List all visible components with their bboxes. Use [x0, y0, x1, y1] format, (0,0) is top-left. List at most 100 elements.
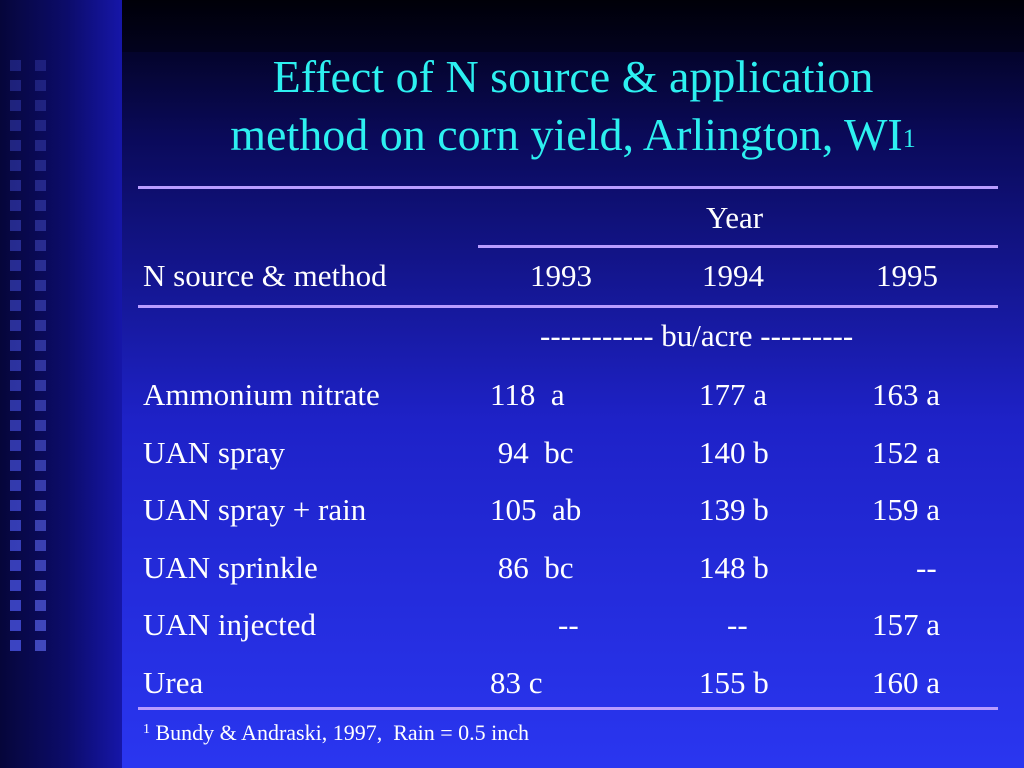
year-1993-header: 1993 [530, 258, 592, 293]
decorative-square [10, 140, 21, 151]
decorative-square [35, 580, 46, 591]
cell-1993: 83 c [490, 664, 543, 700]
decorative-square [35, 160, 46, 171]
table-top-rule [138, 186, 998, 189]
decorative-square [35, 640, 46, 651]
decorative-square [10, 440, 21, 451]
cell-1994: 140 b [699, 434, 769, 470]
cell-1993: -- [558, 607, 579, 642]
decorative-square [10, 340, 21, 351]
decorative-square [35, 100, 46, 111]
decorative-square [35, 340, 46, 351]
decorative-square [35, 200, 46, 211]
decorative-square [10, 220, 21, 231]
decorative-square [10, 120, 21, 131]
slide-title: Effect of N source & application method … [122, 48, 1024, 164]
decorative-square [35, 500, 46, 511]
decorative-square [35, 180, 46, 191]
decorative-square [10, 500, 21, 511]
decorative-square [35, 620, 46, 631]
decorative-square [10, 200, 21, 211]
row-label: UAN injected [143, 607, 317, 642]
decorative-square [10, 160, 21, 171]
decorative-square [35, 280, 46, 291]
cell-1993: 105 ab [490, 492, 582, 527]
decorative-square [10, 380, 21, 391]
cell-1995: 152 a [872, 434, 941, 470]
decorative-square [10, 460, 21, 471]
decorative-square [10, 420, 21, 431]
decorative-square [10, 180, 21, 191]
row-header: N source & method [143, 258, 387, 293]
year-1995-header: 1995 [876, 258, 938, 293]
decorative-square [35, 240, 46, 251]
cell-1995: 159 a [872, 492, 941, 527]
cell-1994: -- [727, 607, 748, 642]
row-label: Urea [143, 664, 204, 700]
decorative-square [35, 140, 46, 151]
title-line-2-text: method on corn yield, Arlington, WI [230, 109, 903, 160]
decorative-square [10, 260, 21, 271]
decorative-square [35, 380, 46, 391]
decorative-square [10, 240, 21, 251]
decorative-square [35, 480, 46, 491]
decorative-square [10, 80, 21, 91]
row-label: Ammonium nitrate [143, 377, 380, 412]
year-header: Year [706, 200, 764, 235]
decorative-square [10, 60, 21, 71]
table-bottom-rule [138, 707, 998, 710]
decorative-square [35, 320, 46, 331]
decorative-square [10, 300, 21, 311]
row-label: UAN spray + rain [143, 492, 367, 527]
cell-1995: -- [916, 549, 937, 585]
decorative-square [35, 80, 46, 91]
row-label: UAN sprinkle [143, 549, 318, 585]
decorative-square [35, 300, 46, 311]
decorative-square [10, 560, 21, 571]
title-line-2: method on corn yield, Arlington, WI1 [122, 106, 1024, 164]
decorative-square [35, 260, 46, 271]
unit-label: ----------- bu/acre --------- [540, 318, 854, 353]
title-footnote-marker: 1 [902, 124, 916, 153]
decorative-square [10, 100, 21, 111]
decorative-square [35, 600, 46, 611]
cell-1993: 86 bc [490, 549, 574, 585]
decorative-square [35, 540, 46, 551]
year-underline-rule [478, 245, 998, 248]
top-band [122, 0, 1024, 52]
header-bottom-rule [138, 305, 998, 308]
title-line-1: Effect of N source & application [272, 51, 874, 102]
footnote: 1 Bundy & Andraski, 1997, Rain = 0.5 inc… [143, 720, 529, 746]
cell-1994: 148 b [699, 549, 769, 585]
decorative-square [35, 400, 46, 411]
cell-1994: 177 a [699, 377, 768, 412]
decorative-square [35, 360, 46, 371]
decorative-square [35, 440, 46, 451]
decorative-square [10, 580, 21, 591]
decorative-square [35, 120, 46, 131]
cell-1995: 160 a [872, 664, 941, 700]
decorative-square [35, 520, 46, 531]
footnote-marker: 1 [143, 722, 150, 737]
decorative-square [10, 480, 21, 491]
cell-1994: 155 b [699, 664, 769, 700]
row-label: UAN spray [143, 434, 286, 470]
decorative-side-strip [0, 0, 122, 768]
cell-1995: 163 a [872, 377, 941, 412]
decorative-square [10, 320, 21, 331]
decorative-square [10, 600, 21, 611]
decorative-square [35, 60, 46, 71]
decorative-square [35, 560, 46, 571]
cell-1993: 118 a [490, 377, 565, 412]
decorative-square [10, 520, 21, 531]
decorative-squares [35, 60, 46, 651]
decorative-square [10, 620, 21, 631]
decorative-square [10, 540, 21, 551]
decorative-square [35, 420, 46, 431]
decorative-square [10, 360, 21, 371]
footnote-text: Bundy & Andraski, 1997, Rain = 0.5 inch [150, 720, 530, 745]
decorative-square [10, 280, 21, 291]
decorative-square [10, 640, 21, 651]
cell-1995: 157 a [872, 607, 941, 642]
decorative-square [10, 400, 21, 411]
